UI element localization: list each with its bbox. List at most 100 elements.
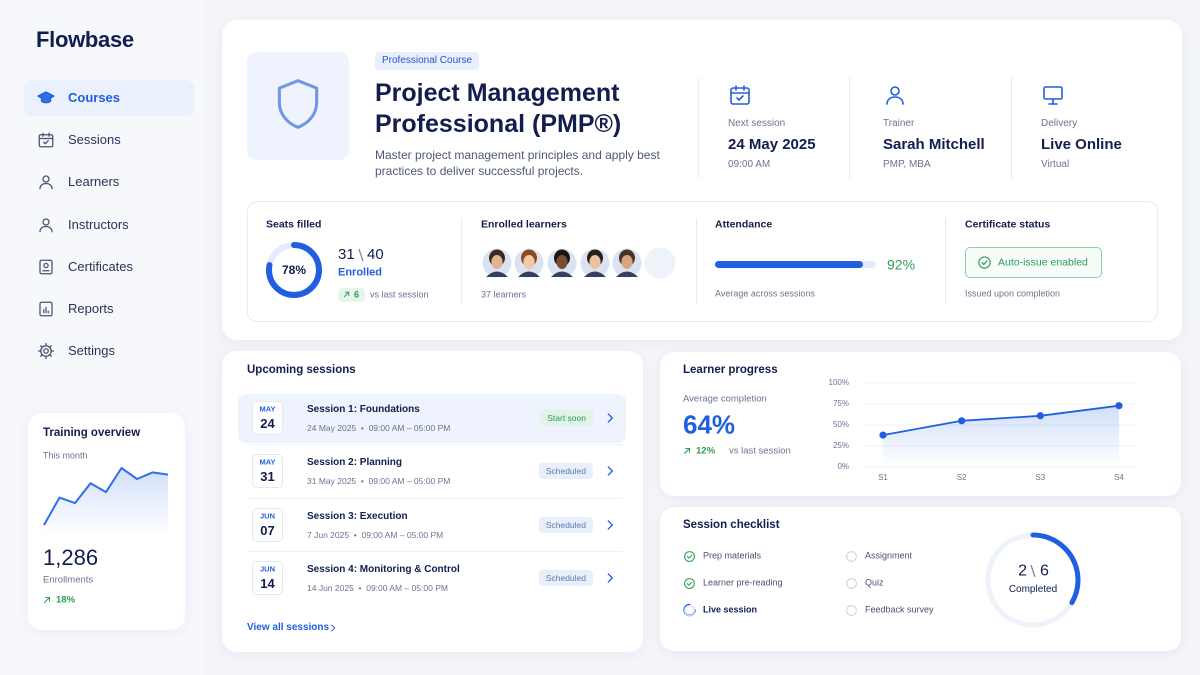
arrow-icon (684, 448, 690, 454)
chevron-icon (331, 624, 336, 632)
divider (945, 218, 946, 304)
icon-shape (39, 183, 53, 190)
checklist-card (660, 507, 1181, 651)
overview-period: This month (43, 450, 88, 461)
date-box (252, 454, 283, 489)
overview-title: Training overview (43, 427, 141, 440)
checklist-item[interactable]: Assignment (865, 550, 913, 561)
info-label: Delivery (1041, 118, 1078, 129)
change-pill (338, 288, 365, 302)
monitor-icon (1043, 86, 1063, 105)
row-separator (247, 497, 623, 499)
calendar-icon (730, 85, 750, 105)
info-value: Live Online (1041, 136, 1122, 153)
row-separator (247, 444, 623, 446)
icon-shape (1043, 86, 1063, 100)
divider (461, 218, 462, 304)
icon-shape (684, 550, 695, 562)
checklist-item[interactable]: Quiz (865, 577, 884, 588)
nav-item[interactable]: Courses (68, 90, 121, 106)
attendance-percent: 92% (887, 256, 916, 273)
brand[interactable]: Flowbase (36, 26, 134, 52)
attendance-note: Average across sessions (715, 288, 815, 299)
stat-label: Seats filled (266, 218, 322, 231)
course-title: Project Management Professional (PMP®) (375, 79, 622, 138)
icon-shape (43, 140, 49, 145)
icon-shape (42, 217, 50, 226)
icon-shape (43, 262, 49, 269)
view-all-link[interactable]: View all sessions (247, 622, 330, 633)
icon-shape (42, 175, 50, 184)
course-card (222, 20, 1182, 340)
session-time: 31 May 2025 • 09:00 AM – 05:00 PM (307, 476, 451, 487)
nav-item[interactable]: Reports (68, 301, 114, 317)
check-icon (684, 550, 695, 562)
checklist-item[interactable]: Live session (703, 604, 758, 615)
divider (698, 78, 699, 178)
icon-shape (846, 604, 857, 616)
icon-shape (38, 134, 54, 148)
date-box (252, 401, 283, 435)
chevron-icon (607, 519, 613, 530)
nav-item[interactable]: Certificates (68, 259, 134, 274)
person-icon (886, 86, 904, 105)
session-status: Scheduled (538, 516, 593, 533)
chevron-icon (607, 413, 613, 423)
person-icon (39, 217, 53, 232)
certificate-pill (965, 247, 1102, 278)
session-name[interactable]: Session 2: Planning (307, 457, 403, 469)
overview-change: 18% (56, 594, 76, 606)
date-box (252, 560, 283, 595)
stat-label: Certificate status (965, 218, 1051, 231)
icon-shape (39, 259, 53, 275)
icon-shape (684, 448, 690, 454)
checklist-total: 6 (1040, 562, 1049, 580)
info-label: Next session (728, 118, 786, 129)
icon-shape (981, 260, 988, 265)
icon-shape (730, 85, 750, 94)
icon-shape (607, 413, 613, 423)
learners-more: +26 (651, 257, 669, 268)
seats-status: Enrolled (338, 266, 383, 279)
session-name[interactable]: Session 3: Execution (307, 510, 408, 522)
seats-percent: 78% (281, 262, 307, 277)
nav-item[interactable]: Sessions (68, 132, 121, 148)
session-status: Scheduled (538, 569, 593, 586)
session-status: Scheduled (538, 463, 593, 480)
session-name[interactable]: Session 1: Foundations (307, 404, 420, 415)
stat-label: Enrolled learners (481, 218, 567, 231)
stats-panel (247, 201, 1158, 322)
shield-icon (277, 79, 319, 129)
icon-shape (730, 87, 750, 105)
progress-change-note: vs last session (729, 445, 791, 457)
nav-item[interactable]: Learners (68, 174, 120, 190)
checklist-item[interactable]: Feedback survey (865, 604, 934, 615)
person-icon (39, 175, 53, 190)
session-name[interactable]: Session 4: Monitoring & Control (307, 563, 460, 575)
check-icon (978, 256, 991, 269)
course-badge: Professional Course (375, 52, 480, 70)
nav-item[interactable]: Settings (68, 343, 115, 359)
session-month: MAY (259, 457, 276, 467)
checklist-item[interactable]: Prep materials (703, 550, 762, 561)
gear-icon (37, 343, 55, 360)
learners-count: 37 learners (481, 289, 527, 300)
icon-shape (686, 581, 693, 586)
info-value: 24 May 2025 (728, 136, 816, 153)
icon-shape (846, 550, 857, 562)
checklist-item[interactable]: Learner pre-reading (703, 577, 783, 588)
nav-item[interactable]: Instructors (68, 216, 129, 232)
session-time: 7 Jun 2025 • 09:00 AM – 05:00 PM (307, 529, 444, 540)
session-day: 14 (260, 576, 275, 592)
icon-shape (38, 132, 54, 140)
icon-shape (277, 79, 319, 129)
icon-shape (890, 86, 900, 96)
card-title: Learner progress (683, 364, 778, 377)
seats-change-note: vs last session (370, 289, 429, 300)
attendance-bar (715, 261, 864, 268)
session-day: 07 (260, 522, 275, 538)
icon-shape (1048, 98, 1058, 105)
arrow-icon (44, 597, 50, 603)
icon-shape (44, 597, 50, 603)
